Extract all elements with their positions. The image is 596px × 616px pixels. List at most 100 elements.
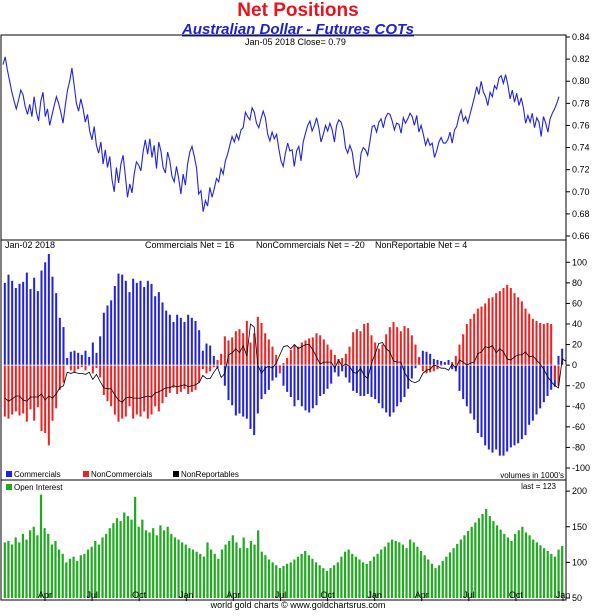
open-interest-bar <box>220 549 224 598</box>
noncommercials-bar <box>40 365 43 431</box>
commercials-bar <box>480 365 483 438</box>
commercials-bar <box>205 343 208 366</box>
noncommercials-bar <box>366 322 369 366</box>
commercials-bar <box>212 355 215 366</box>
oi-panel-frame <box>0 479 567 601</box>
x-tick-label: Oct <box>321 590 336 600</box>
legend-label-commercials: Commercials <box>14 470 61 479</box>
open-interest-bar <box>532 539 535 598</box>
open-interest-bar <box>390 539 394 598</box>
commercials-bar <box>198 330 201 366</box>
legend-swatch-commercials <box>6 471 12 477</box>
noncommercials-bar <box>528 313 531 366</box>
noncommercials-bar <box>473 313 476 366</box>
noncommercials-bar <box>425 365 428 374</box>
open-interest-bar <box>506 537 510 598</box>
x-tick-label: Jan <box>556 590 571 600</box>
noncommercials-bar <box>275 354 278 366</box>
open-interest-bar <box>282 565 285 598</box>
commercials-bar <box>187 314 190 366</box>
net-ytick-label: 80 <box>572 278 582 288</box>
open-interest-bar <box>369 560 372 598</box>
noncommercials-bar <box>260 322 263 366</box>
commercials-bar <box>341 365 344 372</box>
net-stat-nonreportables: NonReportable Net = 4 <box>375 240 467 250</box>
noncommercials-bar <box>454 355 457 366</box>
noncommercials-bar <box>216 360 219 366</box>
open-interest-bar <box>39 494 43 598</box>
noncommercials-bar <box>88 365 91 367</box>
open-interest-bar <box>423 555 426 598</box>
noncommercials-bar <box>531 318 534 366</box>
commercials-bar <box>286 365 289 392</box>
open-interest-bar <box>14 537 17 598</box>
oi-ytick-label: 100 <box>572 557 587 567</box>
open-interest-bar <box>463 535 466 598</box>
noncommercials-bar <box>289 349 292 366</box>
noncommercials-bar <box>498 291 501 366</box>
open-interest-bar <box>354 556 358 598</box>
commercials-bar <box>275 365 278 378</box>
commercials-bar <box>88 356 91 366</box>
commercials-bar <box>484 365 487 446</box>
commercials-bar <box>40 270 43 366</box>
noncommercials-bar <box>117 365 120 422</box>
open-interest-bar <box>412 542 415 598</box>
units-label: volumes in 1000's <box>500 471 564 480</box>
commercials-bar <box>91 342 94 366</box>
open-interest-bar <box>101 537 104 598</box>
open-interest-bar <box>557 549 560 598</box>
open-interest-bar <box>246 548 249 599</box>
noncommercials-bar <box>36 365 39 408</box>
open-interest-bar <box>553 556 557 598</box>
net-ytick-label: 40 <box>572 319 582 329</box>
open-interest-bar <box>249 541 253 598</box>
open-interest-bar <box>202 556 205 598</box>
commercials-bar <box>231 365 234 406</box>
commercials-bar <box>176 314 179 366</box>
commercials-bar <box>399 365 402 403</box>
open-interest-bar <box>441 560 444 598</box>
noncommercials-bar <box>99 365 102 378</box>
open-interest-bar <box>86 549 90 598</box>
noncommercials-bar <box>432 365 435 372</box>
noncommercials-bar <box>55 365 58 409</box>
commercials-bar <box>322 365 325 394</box>
commercials-bar <box>55 293 58 366</box>
noncommercials-bar <box>84 365 87 371</box>
open-interest-bar <box>94 541 97 598</box>
noncommercials-bar <box>143 365 146 412</box>
x-tick-label: Jan <box>179 590 194 600</box>
commercials-bar <box>227 365 230 401</box>
legend-swatch-open-interest <box>6 484 12 490</box>
legend-label-nonreportables: NonReportables <box>181 470 239 479</box>
open-interest-bar <box>133 496 137 598</box>
commercials-bar <box>528 365 531 425</box>
open-interest-bar <box>470 526 473 598</box>
commercials-bar <box>381 365 384 409</box>
chart-subtitle: Australian Dollar - Futures COTs <box>181 21 414 38</box>
commercials-bar <box>414 365 417 369</box>
commercials-bar <box>469 365 472 414</box>
x-tick-label: Apr <box>226 590 240 600</box>
x-tick-label: Oct <box>132 590 147 600</box>
price-ytick-label: 0.76 <box>572 120 590 130</box>
open-interest-bar <box>83 553 86 598</box>
net-ytick-label: -60 <box>572 422 585 432</box>
open-interest-bar <box>561 545 564 598</box>
commercials-bar <box>421 350 424 366</box>
commercials-bar <box>520 365 523 440</box>
open-interest-bar <box>481 513 484 598</box>
open-interest-bar <box>36 535 39 598</box>
noncommercials-bar <box>465 324 468 366</box>
open-interest-bar <box>416 546 419 598</box>
legend-label-open-interest: Open Interest <box>14 483 63 492</box>
noncommercials-bar <box>132 365 135 419</box>
noncommercials-bar <box>513 293 516 366</box>
commercials-bar <box>374 365 377 400</box>
commercials-bar <box>330 365 333 384</box>
noncommercials-bar <box>550 324 553 366</box>
open-interest-bar <box>141 519 144 599</box>
noncommercials-bar <box>300 342 303 366</box>
noncommercials-bar <box>33 365 36 421</box>
